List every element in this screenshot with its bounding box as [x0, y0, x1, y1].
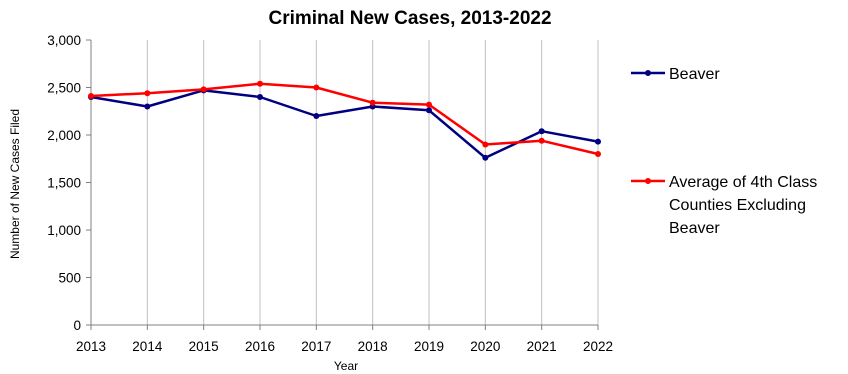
data-point [538, 128, 545, 135]
y-tick-label: 1,000 [47, 223, 81, 238]
data-point [595, 138, 601, 145]
y-tick-label: 500 [58, 271, 81, 286]
x-tick-label: 2019 [414, 339, 444, 354]
y-ticks: 0 500 1,000 1,500 2,000 2,500 3,000 [47, 33, 91, 333]
data-point [369, 99, 376, 106]
legend: Beaver Average of 4th Class Counties Exclu… [631, 66, 817, 237]
data-point [257, 94, 263, 100]
x-tick-label: 2020 [470, 339, 500, 354]
legend-swatch-marker [645, 70, 651, 76]
data-point [482, 154, 489, 161]
data-point [482, 141, 489, 148]
data-point [595, 151, 601, 157]
x-ticks: 2013 2014 2015 2016 2017 2018 2019 2020 2021 2022 [76, 325, 613, 354]
series-line-2 [90, 82, 599, 156]
data-point [538, 137, 545, 144]
y-tick-label: 1,500 [47, 176, 81, 191]
y-tick-label: 2,000 [47, 128, 81, 143]
x-tick-label: 2014 [132, 339, 163, 354]
x-tick-label: 2018 [358, 339, 388, 354]
x-tick-label: 2013 [76, 339, 106, 354]
legend-label: Beaver [669, 66, 720, 83]
y-tick-label: 2,500 [47, 81, 81, 96]
x-tick-label: 2017 [301, 339, 331, 354]
data-point [200, 86, 207, 93]
data-point [426, 107, 432, 114]
grid [146, 40, 599, 325]
x-tick-label: 2021 [527, 339, 557, 354]
data-point [144, 103, 151, 110]
data-point [144, 90, 151, 97]
x-tick-label: 2022 [583, 339, 613, 354]
axes [90, 40, 598, 326]
data-point [313, 84, 320, 91]
y-tick-label: 3,000 [47, 33, 81, 48]
chart-title: Criminal New Cases, 2013-2022 [268, 8, 551, 29]
y-tick-label: 0 [73, 318, 81, 333]
x-tick-label: 2015 [189, 339, 219, 354]
x-tick-label: 2016 [245, 339, 275, 354]
legend-label: Average of 4th Class [669, 174, 817, 191]
x-axis-label: Year [334, 359, 358, 373]
series-line-1 [90, 89, 599, 160]
legend-label: Counties Excluding [669, 197, 806, 214]
legend-swatch-marker [645, 178, 651, 184]
series [88, 80, 601, 161]
legend-label: Beaver [669, 220, 720, 237]
data-point [257, 80, 263, 87]
y-axis-label: Number of New Cases Filed [8, 109, 22, 259]
data-point [313, 113, 320, 119]
data-point [88, 93, 94, 100]
data-point [426, 101, 432, 108]
